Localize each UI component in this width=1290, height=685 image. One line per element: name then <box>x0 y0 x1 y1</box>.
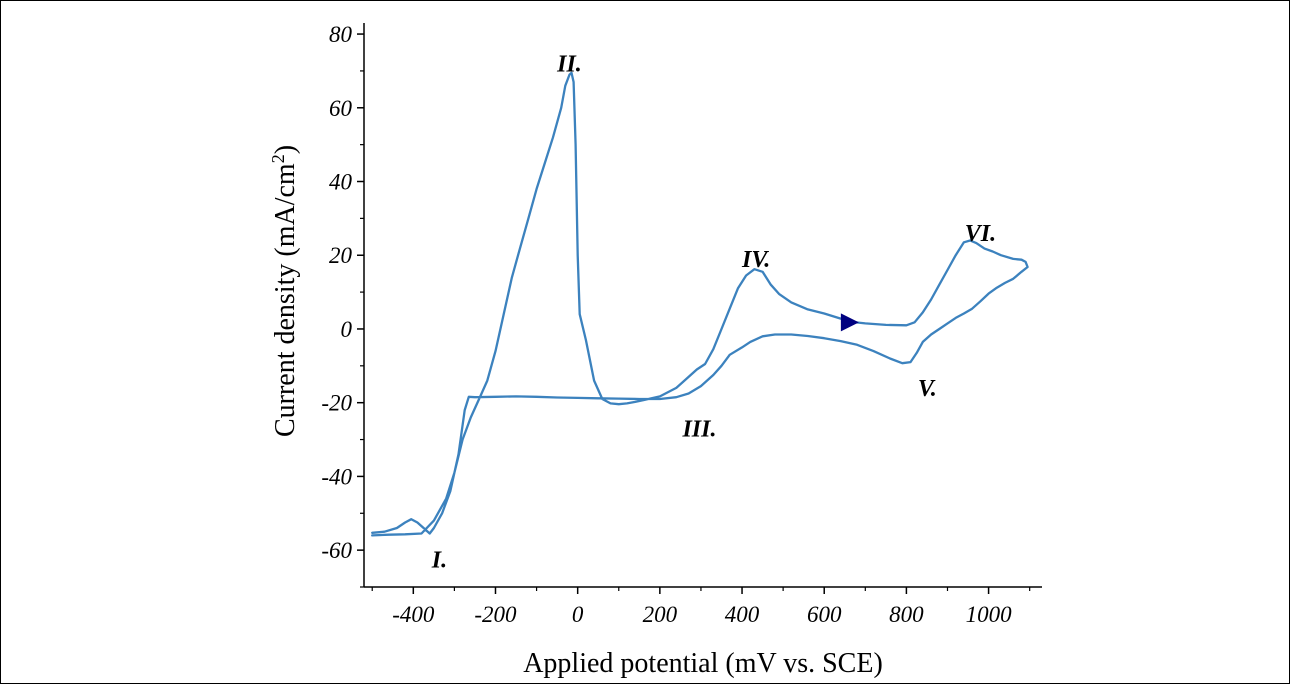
peak-annotation: I. <box>431 547 447 573</box>
voltammogram-curve <box>371 71 1029 537</box>
peak-annotation: IV. <box>741 247 770 273</box>
x-tick-label: 600 <box>807 602 842 627</box>
y-axis-title-close: ) <box>270 145 301 154</box>
y-axis-title-main: Current density (mA/cm <box>270 163 301 437</box>
y-tick-label: -40 <box>321 464 352 489</box>
y-axis-title: Current density (mA/cm2) <box>268 145 301 437</box>
y-tick-label: 0 <box>341 317 353 342</box>
x-tick-label: -400 <box>392 602 435 627</box>
y-tick-label: 80 <box>329 22 353 47</box>
x-axis-title: Applied potential (mV vs. SCE) <box>523 648 883 679</box>
peak-annotation: III. <box>681 416 716 442</box>
y-tick-label: 40 <box>329 170 353 195</box>
y-tick-label: -20 <box>321 391 352 416</box>
curve-layer <box>371 71 1029 537</box>
peak-annotation: VI. <box>965 221 996 247</box>
x-tick-label: 1000 <box>966 602 1013 627</box>
y-ticks: -60 -40 -20 0 20 40 60 80 <box>321 22 364 588</box>
y-tick-label: 20 <box>329 243 353 268</box>
x-tick-label: -200 <box>474 602 517 627</box>
x-ticks: -400 -200 0 200 400 600 800 1000 <box>371 587 1031 627</box>
x-tick-label: 0 <box>572 602 584 627</box>
peak-annotation: V. <box>918 376 937 402</box>
axes <box>363 23 1042 588</box>
y-axis-title-sup: 2 <box>268 154 288 163</box>
x-tick-label: 800 <box>889 602 924 627</box>
scan-direction-arrow-icon <box>840 313 859 332</box>
x-tick-label: 400 <box>725 602 760 627</box>
x-tick-label: 200 <box>643 602 678 627</box>
y-tick-label: -60 <box>321 538 352 563</box>
annotation-layer: I. II. III. IV. V. VI. <box>431 52 996 574</box>
peak-annotation: II. <box>556 52 582 78</box>
y-tick-label: 60 <box>329 96 353 121</box>
